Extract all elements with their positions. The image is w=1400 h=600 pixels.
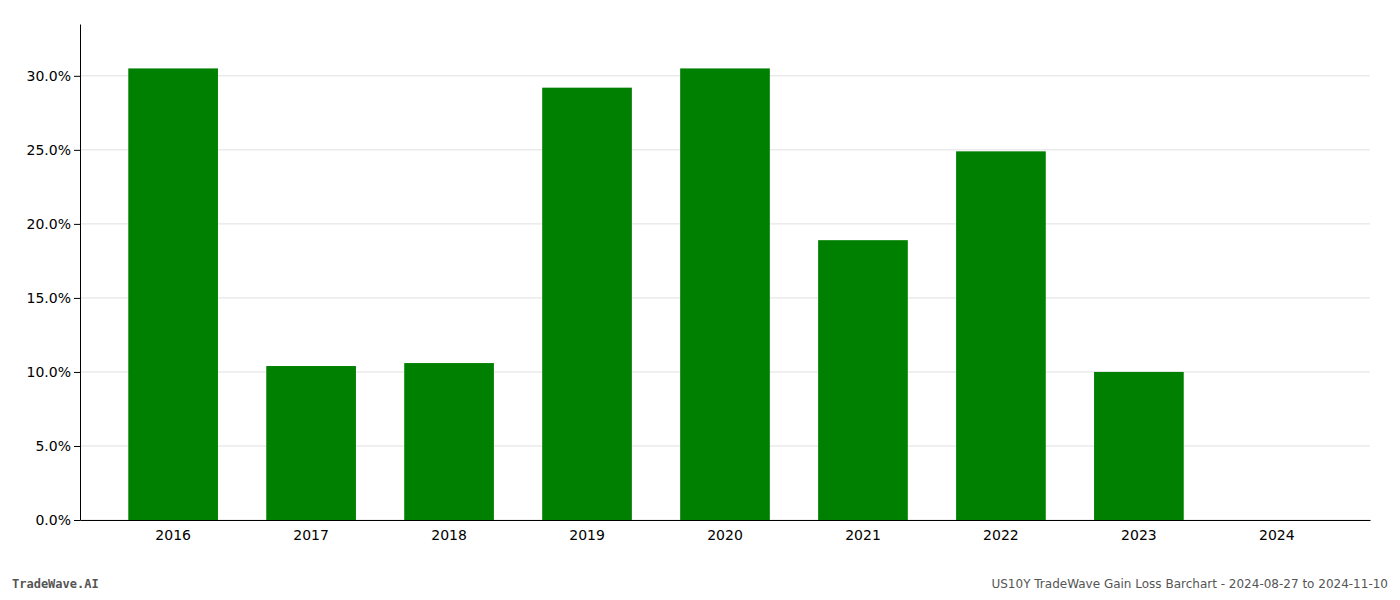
y-tick-mark (74, 224, 80, 225)
bar (1094, 372, 1184, 520)
y-tick: 15.0% (27, 290, 80, 306)
bar (404, 363, 494, 520)
y-tick: 5.0% (35, 438, 80, 454)
bars (128, 68, 1183, 520)
y-tick-mark (74, 298, 80, 299)
x-tick-label: 2019 (569, 527, 605, 543)
y-tick: 20.0% (27, 216, 80, 232)
x-tick: 2024 (1259, 527, 1295, 543)
x-tick: 2021 (845, 527, 881, 543)
y-tick-mark (74, 76, 80, 77)
x-tick: 2016 (155, 527, 191, 543)
y-tick: 0.0% (35, 512, 80, 528)
bar (680, 68, 770, 520)
y-tick-label: 25.0% (27, 142, 71, 158)
x-tick-label: 2022 (983, 527, 1019, 543)
bar (818, 240, 908, 520)
x-tick: 2020 (707, 527, 743, 543)
y-axis-line (80, 25, 81, 521)
y-tick-mark (74, 520, 80, 521)
y-axis: 0.0% 5.0% 10.0% 15.0% 20.0% 25.0% 30.0% (27, 25, 81, 528)
y-tick-label: 10.0% (27, 364, 71, 380)
x-tick: 2023 (1121, 527, 1157, 543)
x-tick: 2018 (431, 527, 467, 543)
x-tick-label: 2024 (1259, 527, 1295, 543)
chart-svg: 0.0%5.0%10.0%15.0%20.0%25.0%30.0%2016201… (0, 0, 1400, 600)
footer: TradeWave.AI US10Y TradeWave Gain Loss Ba… (12, 577, 1388, 591)
y-tick: 30.0% (27, 68, 80, 84)
x-tick-label: 2017 (293, 527, 329, 543)
x-tick: 2019 (569, 527, 605, 543)
chart-container: 0.0%5.0%10.0%15.0%20.0%25.0%30.0%2016201… (0, 0, 1400, 600)
bar (1232, 520, 1322, 521)
y-tick-label: 30.0% (27, 68, 71, 84)
plot: 0.0%5.0%10.0%15.0%20.0%25.0%30.0%2016201… (27, 25, 1371, 543)
y-tick-mark (74, 446, 80, 447)
footer-right: US10Y TradeWave Gain Loss Barchart - 202… (991, 577, 1388, 591)
x-tick-label: 2020 (707, 527, 743, 543)
y-tick-label: 5.0% (35, 438, 71, 454)
y-tick-mark (74, 150, 80, 151)
bar (542, 88, 632, 520)
x-axis: 2016 2017 2018 2019 2020 2021 2022 2023 2024 (81, 521, 1371, 543)
x-tick-label: 2018 (431, 527, 467, 543)
y-tick-label: 0.0% (35, 512, 71, 528)
x-tick-label: 2023 (1121, 527, 1157, 543)
page: {"chart_data": {"type": "bar", "categori… (0, 0, 1400, 600)
x-tick: 2022 (983, 527, 1019, 543)
x-tick: 2017 (293, 527, 329, 543)
y-tick-label: 15.0% (27, 290, 71, 306)
y-tick: 10.0% (27, 364, 80, 380)
y-tick: 25.0% (27, 142, 80, 158)
bar (128, 68, 218, 520)
bar (956, 151, 1046, 520)
x-tick-label: 2021 (845, 527, 881, 543)
y-tick-mark (74, 372, 80, 373)
x-tick-label: 2016 (155, 527, 191, 543)
footer-left: TradeWave.AI (12, 577, 99, 591)
x-axis-line (81, 520, 1371, 521)
y-tick-label: 20.0% (27, 216, 71, 232)
bar (266, 366, 356, 520)
